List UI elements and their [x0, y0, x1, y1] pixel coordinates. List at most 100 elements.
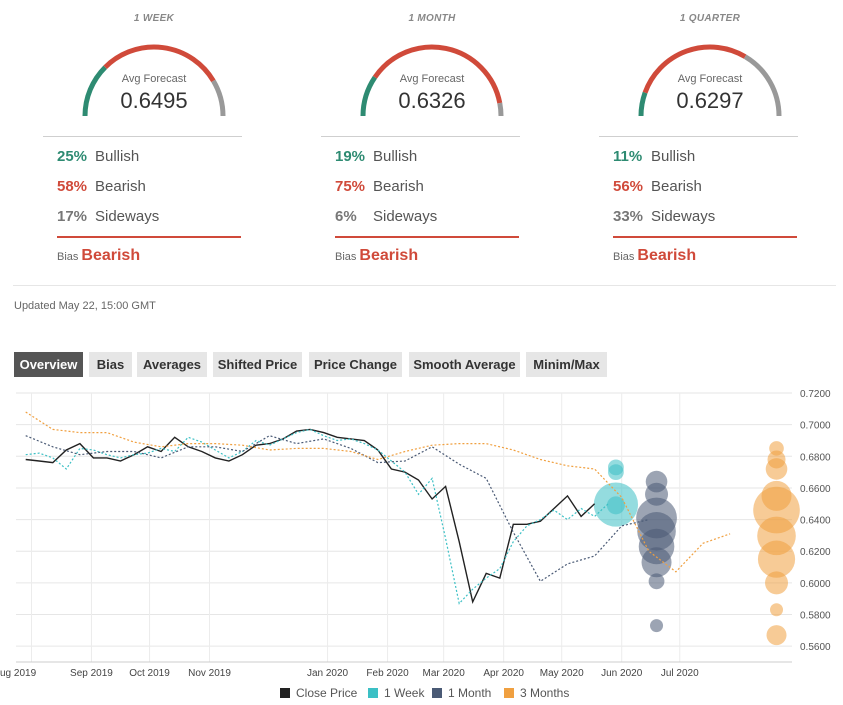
forecast-card-1week: 1 WEEK Avg Forecast 0.6495 25% Bullish 58… [43, 0, 265, 280]
legend-label: 3 Months [520, 686, 570, 700]
tab-averages[interactable]: Averages [137, 352, 207, 377]
divider [599, 136, 798, 137]
bearish-pct: 75% [335, 178, 366, 195]
x-tick-label: Mar 2020 [423, 668, 466, 679]
gauge-sideways-arc [497, 102, 504, 117]
gauge-bullish-arc [360, 75, 378, 117]
forecast-gauge [82, 44, 226, 117]
close-price-line [25, 428, 596, 605]
bearish-label: Bearish [373, 178, 424, 195]
quarter-swatch [504, 688, 514, 698]
y-tick-label: 0.7000 [800, 421, 831, 432]
divider [43, 136, 242, 137]
sideways-label: Sideways [373, 208, 438, 225]
legend-label: 1 Month [448, 686, 492, 700]
legend-item-1-week[interactable]: 1 Week [368, 686, 424, 700]
forecast-bubble [608, 464, 624, 481]
bias-value: Bearish [81, 247, 141, 264]
tab-overview[interactable]: Overview [14, 352, 83, 377]
x-tick-label: Jun 2020 [601, 668, 643, 679]
sideways-pct: 17% [57, 208, 88, 225]
bullish-pct: 11% [613, 148, 643, 165]
bullish-label: Bullish [373, 148, 418, 165]
y-tick-label: 0.6600 [800, 484, 831, 495]
gauge-bearish-arc [103, 44, 216, 83]
avg-forecast-value: 0.6326 [398, 88, 466, 113]
forecast-bubble [766, 625, 787, 646]
forecast-bubble [767, 450, 786, 469]
forecast-card-1quarter: 1 QUARTER Avg Forecast 0.6297 11% Bullish… [599, 0, 821, 280]
period-label: 1 MONTH [408, 13, 456, 24]
divider [321, 136, 520, 137]
forecast-bubble [645, 470, 668, 493]
legend-item-close-price[interactable]: Close Price [280, 686, 357, 700]
bias-divider [613, 236, 797, 238]
bearish-row: 56% Bearish [613, 178, 702, 195]
gauge-sideways-arc [743, 54, 782, 117]
bullish-row: 11% Bullish [613, 148, 695, 165]
bullish-label: Bullish [95, 148, 140, 165]
gauge-bullish-arc [638, 91, 648, 117]
forecast-bubble [761, 480, 792, 511]
bias-divider [57, 236, 241, 238]
x-tick-label: Apr 2020 [483, 668, 524, 679]
bearish-row: 58% Bearish [57, 178, 146, 195]
x-tick-label: Oct 2019 [129, 668, 170, 679]
sideways-row: 33% Sideways [613, 208, 715, 225]
bearish-pct: 56% [613, 178, 644, 195]
y-tick-label: 0.6200 [800, 547, 831, 558]
sideways-label: Sideways [651, 208, 716, 225]
y-tick-label: 0.6800 [800, 452, 831, 463]
gauge-bullish-arc [82, 65, 108, 117]
tab-shifted-price[interactable]: Shifted Price [213, 352, 302, 377]
bias-label: Bias [335, 251, 357, 263]
quarter-forecast-line [25, 411, 731, 573]
bullish-row: 25% Bullish [57, 148, 139, 165]
bias-label: Bias [57, 251, 79, 263]
bullish-row: 19% Bullish [335, 148, 417, 165]
forecast-bubble [769, 441, 784, 456]
legend-item-1-month[interactable]: 1 Month [432, 686, 491, 700]
y-tick-label: 0.6400 [800, 516, 831, 527]
bearish-label: Bearish [95, 178, 146, 195]
x-tick-label: Nov 2019 [188, 668, 231, 679]
x-tick-label: Feb 2020 [366, 668, 409, 679]
bullish-label: Bullish [651, 148, 696, 165]
sideways-label: Sideways [95, 208, 160, 225]
bias-divider [335, 236, 519, 238]
gauge-sideways-arc [211, 79, 226, 117]
gauge-caption: Avg Forecast [121, 73, 187, 85]
gauge-bearish-arc [372, 44, 503, 104]
close-swatch [280, 688, 290, 698]
forecast-chart[interactable]: 0.7200 0.7000 0.6800 0.6600 0.6400 0.6200 0.60… [0, 386, 843, 705]
forecast-bubble [648, 573, 665, 590]
sideways-pct: 33% [613, 208, 644, 225]
gauge-bearish-arc [642, 44, 747, 94]
bullish-pct: 25% [57, 148, 88, 165]
legend-label: Close Price [296, 686, 358, 700]
x-tick-label: May 2020 [540, 668, 584, 679]
legend-item-3-months[interactable]: 3 Months [504, 686, 569, 700]
week-swatch [368, 688, 378, 698]
y-tick-label: 0.7200 [800, 389, 831, 400]
avg-forecast-value: 0.6495 [120, 88, 188, 113]
bias-line: Bias Bearish [613, 247, 696, 265]
updated-timestamp: Updated May 22, 15:00 GMT [14, 300, 156, 312]
tab-bias[interactable]: Bias [89, 352, 132, 377]
gauge-caption: Avg Forecast [399, 73, 465, 85]
forecast-bubble [650, 619, 664, 633]
tab-price-change[interactable]: Price Change [309, 352, 402, 377]
forecast-gauge [638, 44, 782, 117]
y-tick-label: 0.5600 [800, 642, 831, 653]
bullish-pct: 19% [335, 148, 366, 165]
bias-line: Bias Bearish [335, 247, 418, 265]
bias-line: Bias Bearish [57, 247, 140, 265]
bias-value: Bearish [359, 247, 419, 264]
period-label: 1 WEEK [133, 13, 175, 24]
bias-value: Bearish [637, 247, 697, 264]
forecast-bubble [757, 540, 796, 578]
tab-smooth-average[interactable]: Smooth Average [409, 352, 520, 377]
sideways-row: 17% Sideways [57, 208, 159, 225]
month-swatch [432, 688, 442, 698]
tab-minim-max[interactable]: Minim/Max [526, 352, 607, 377]
